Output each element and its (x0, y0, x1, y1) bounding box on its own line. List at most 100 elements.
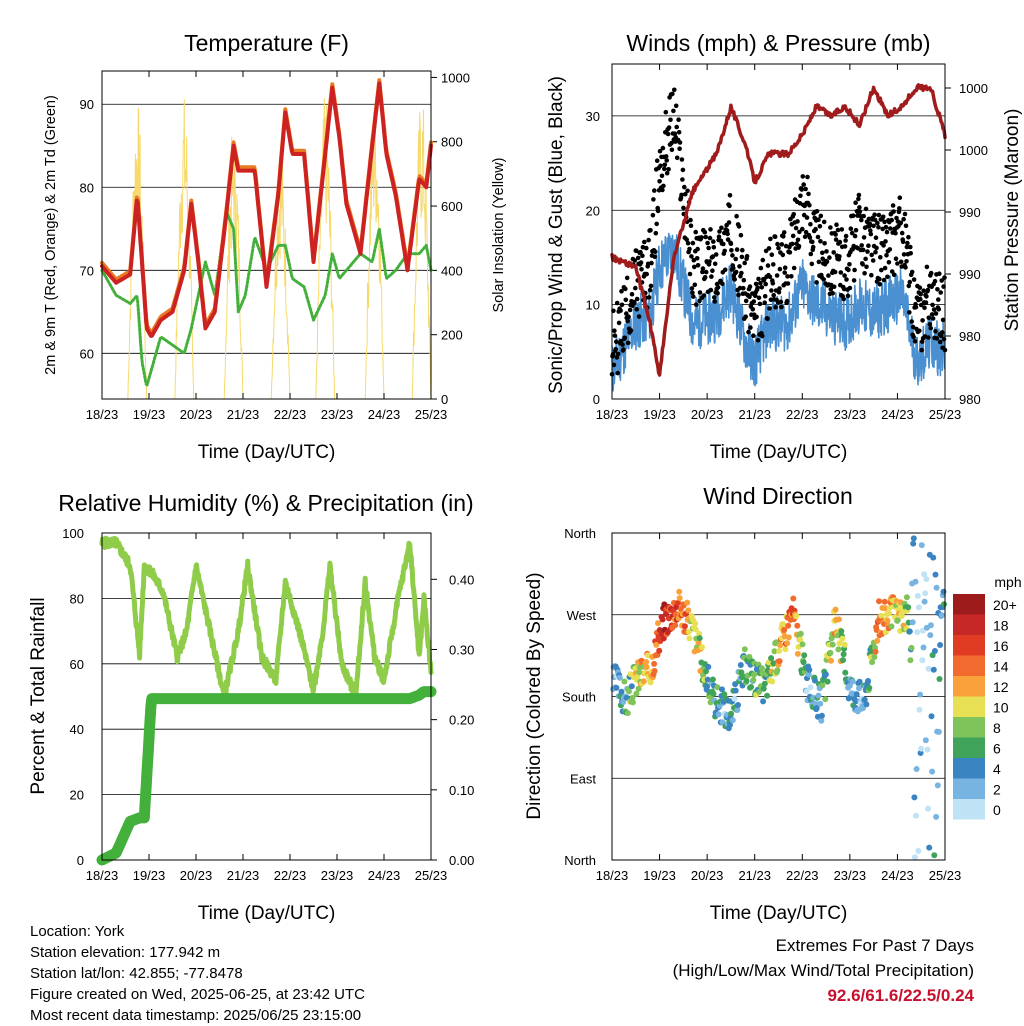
colorbar-label: 14 (993, 659, 1009, 675)
temp-plot-frame (101, 70, 432, 400)
gust-point (711, 239, 716, 244)
gust-point (799, 187, 805, 192)
direction-point (894, 617, 901, 624)
direction-point (782, 646, 789, 653)
direction-point (923, 576, 930, 583)
gust-point (729, 248, 734, 253)
direction-point (681, 623, 688, 630)
gust-point (837, 239, 843, 245)
direction-point (853, 691, 860, 698)
gust-point (908, 251, 913, 256)
direction-point (780, 621, 787, 628)
gust-point (928, 325, 933, 331)
direction-point (919, 657, 926, 664)
gust-point (654, 221, 659, 227)
direction-point (913, 766, 920, 772)
gust-point (856, 196, 861, 202)
gust-point (688, 217, 693, 223)
direction-point (803, 688, 810, 695)
direction-point (651, 660, 658, 667)
figure-created: Figure created on Wed, 2025-06-25, at 23… (30, 986, 365, 1003)
gust-point (857, 205, 862, 210)
gust-point (708, 227, 713, 232)
gust-point (893, 256, 899, 262)
direction-point (839, 635, 846, 642)
gust-point (899, 230, 905, 236)
gust-point (765, 263, 771, 268)
gust-point (777, 266, 783, 272)
colorbar-label: 6 (993, 741, 1001, 757)
rh-ytick-label: 100 (62, 526, 84, 541)
direction-point (935, 728, 942, 735)
gust-point (712, 261, 718, 267)
direction-point (632, 665, 639, 672)
direction-point (685, 629, 692, 635)
rh-ytick-label: 0 (77, 853, 84, 868)
gust-point (846, 267, 851, 273)
direction-point (768, 655, 775, 662)
direction-point (886, 610, 893, 617)
direction-point (908, 644, 915, 651)
direction-point (856, 685, 862, 692)
direction-point (937, 642, 944, 648)
direction-point (921, 571, 928, 578)
gust-point (920, 318, 925, 323)
direction-point (756, 689, 763, 695)
direction-point (818, 717, 825, 724)
gust-point (924, 264, 930, 270)
direction-point (636, 669, 643, 676)
direction-point (913, 812, 920, 819)
gust-point (689, 286, 695, 291)
gust-point (940, 317, 946, 323)
gust-point (818, 213, 824, 219)
temp-2m-line (100, 81, 433, 338)
direction-point (684, 599, 691, 606)
direction-point (920, 644, 927, 651)
direction-point (813, 705, 820, 712)
direction-point (686, 635, 693, 642)
temp-ytick-label: 90 (80, 97, 94, 112)
dir-ytick-label: West (567, 608, 597, 623)
gust-point (898, 259, 904, 265)
gust-point (669, 147, 675, 153)
dir-ytick-label: North (564, 526, 596, 541)
gust-point (611, 362, 617, 368)
gust-point (817, 224, 823, 229)
direction-point (806, 666, 813, 673)
direction-point (819, 682, 826, 689)
gust-point (736, 292, 741, 298)
direction-point (692, 620, 699, 627)
extremes-title: Extremes For Past 7 Days (775, 936, 974, 955)
direction-point (886, 604, 893, 611)
gust-point (743, 298, 749, 304)
rh-y2tick-label: 0.30 (449, 642, 474, 657)
gust-point (863, 206, 869, 212)
direction-point (714, 684, 721, 691)
direction-point (731, 695, 738, 702)
gust-point (668, 117, 673, 123)
gust-point (865, 249, 870, 254)
gust-point (734, 213, 739, 219)
gust-point (884, 229, 890, 235)
direction-point (774, 667, 781, 674)
direction-point (790, 595, 797, 602)
gust-point (697, 298, 702, 304)
rh-plot-frame (101, 532, 432, 861)
direction-point (878, 612, 885, 619)
direction-point (841, 641, 848, 648)
gust-point (800, 226, 805, 232)
gust-point (639, 267, 644, 272)
gust-point (629, 291, 635, 297)
winds-title: Winds (mph) & Pressure (mb) (626, 30, 930, 56)
gust-point (736, 224, 742, 229)
gust-point (747, 284, 753, 289)
gust-point (781, 230, 787, 235)
direction-point (938, 612, 945, 619)
colorbar-swatch (953, 614, 985, 635)
winds-ytick-label: 0 (593, 392, 600, 407)
gust-point (708, 287, 714, 293)
gust-point (900, 239, 906, 245)
direction-point (613, 684, 620, 691)
gust-point (646, 237, 651, 243)
winds-xtick-label: 23/23 (834, 407, 867, 422)
